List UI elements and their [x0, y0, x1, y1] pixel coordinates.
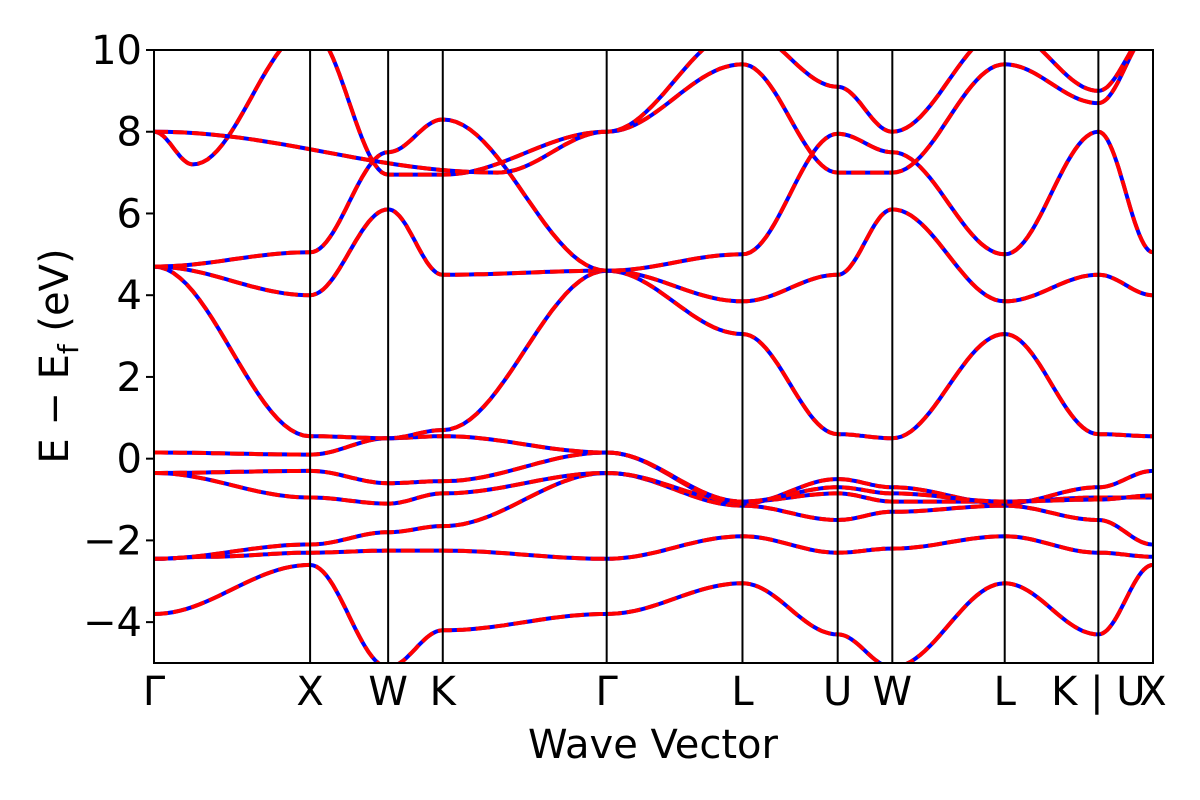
band-6-blue — [154, 434, 1153, 504]
y-axis-label-main: E − E — [32, 354, 78, 464]
x-tick-label: L — [731, 669, 754, 715]
y-tick-label: 6 — [117, 191, 142, 237]
band-6-red — [154, 434, 1153, 504]
x-tick-label: L — [994, 669, 1017, 715]
band-3-red — [154, 470, 1153, 561]
band-10-red — [154, 50, 1136, 177]
band-11-red — [154, 50, 1134, 175]
band-7-red — [154, 264, 1153, 441]
band-1-blue — [154, 562, 1153, 663]
y-axis-label-subscript: f — [52, 343, 85, 354]
x-tick-label: Γ — [596, 669, 619, 715]
band-2-blue — [154, 534, 1153, 561]
x-tick-label: K — [430, 669, 458, 715]
band-7-blue — [154, 264, 1153, 441]
band-3-blue — [154, 470, 1153, 561]
x-tick-label: W — [368, 669, 408, 715]
band-4-red — [154, 470, 1153, 506]
x-axis-label: Wave Vector — [528, 722, 779, 768]
y-axis-label-unit: (eV) — [32, 248, 78, 344]
x-tick-label: U — [823, 669, 852, 715]
bands — [154, 50, 1153, 663]
plot-frame — [153, 49, 1154, 664]
y-tick-label: 8 — [117, 110, 142, 156]
plot-area — [153, 49, 1154, 664]
y-tick-label: 10 — [91, 28, 142, 74]
x-tick-label: K | U — [1051, 669, 1145, 715]
y-tick-label: 0 — [117, 437, 142, 483]
band-11-blue — [154, 50, 1134, 175]
x-tick-label: W — [873, 669, 913, 715]
x-tick-label: Γ — [143, 669, 166, 715]
band-9-red — [154, 117, 1153, 273]
y-tick-label: 4 — [117, 273, 142, 319]
x-tick-label: X — [1139, 669, 1166, 715]
y-axis-label: E − Ef (eV) — [32, 248, 85, 463]
y-tick-label: −4 — [83, 600, 142, 646]
y-tick-label: −2 — [83, 518, 142, 564]
band-2-red — [154, 534, 1153, 561]
y-axis: −4 −2 0 2 4 6 8 10 — [83, 28, 154, 646]
band-9-blue — [154, 117, 1153, 273]
y-tick-label: 2 — [117, 355, 142, 401]
band-1-red — [154, 562, 1153, 663]
x-tick-label: X — [296, 669, 323, 715]
